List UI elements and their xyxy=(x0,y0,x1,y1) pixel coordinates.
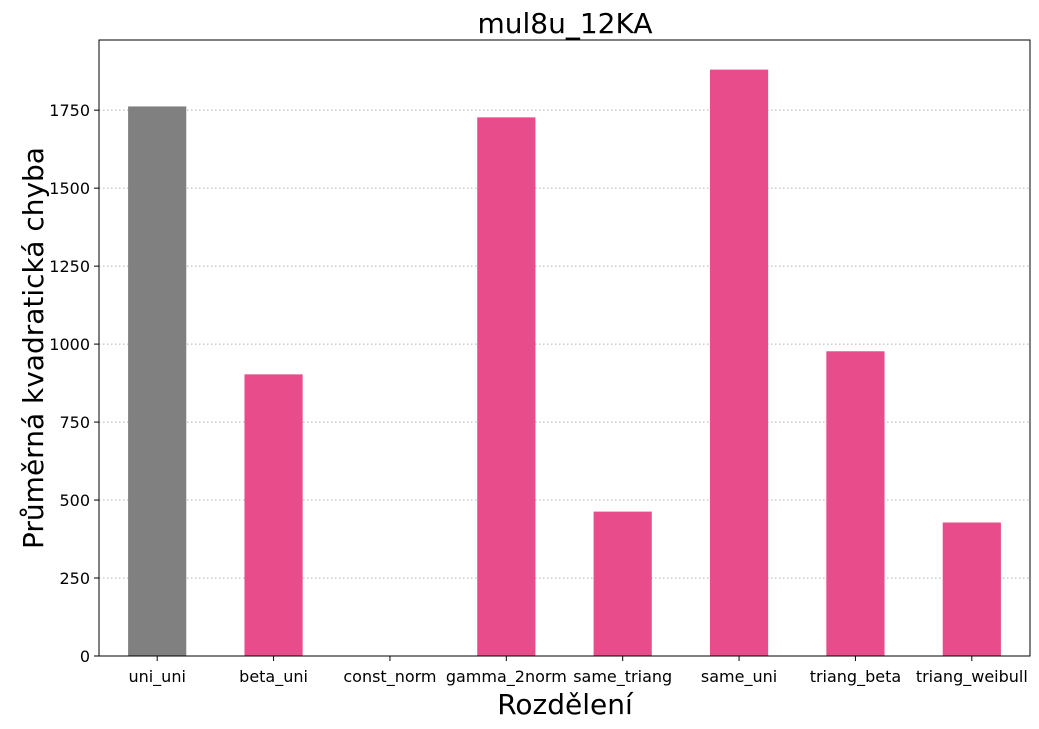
x-ticks: uni_uni beta_uni const_norm gamma_2norm same… xyxy=(128,656,1028,687)
plot-frame xyxy=(98,39,1031,657)
bar-same-triang xyxy=(593,511,652,656)
x-tick-label: beta_uni xyxy=(239,667,308,687)
x-tick-label: same_triang xyxy=(573,667,672,687)
x-tick-label: uni_uni xyxy=(128,667,185,687)
x-axis-label: Rozdělení xyxy=(497,688,634,721)
bar-triang-weibull xyxy=(942,522,1001,656)
y-tick-label: 1000 xyxy=(49,335,90,354)
x-tick-label: gamma_2norm xyxy=(446,667,567,687)
bar-same-uni xyxy=(709,69,769,657)
bar-triang-beta xyxy=(826,351,885,656)
y-tick-label: 250 xyxy=(59,569,90,588)
bar-gamma-2norm xyxy=(477,117,536,656)
x-tick-label: same_uni xyxy=(701,667,777,687)
x-tick-label: triang_beta xyxy=(810,667,901,687)
bars xyxy=(128,69,1001,657)
y-ticks: 0 250 500 750 1000 1250 1500 1750 xyxy=(49,101,99,666)
y-tick-label: 1250 xyxy=(49,257,90,276)
x-tick-label: const_norm xyxy=(343,667,436,687)
y-tick-label: 1750 xyxy=(49,101,90,120)
y-tick-label: 750 xyxy=(59,413,90,432)
y-tick-label: 500 xyxy=(59,491,90,510)
bar-uni-uni xyxy=(128,106,187,656)
chart-title: mul8u_12KA xyxy=(477,7,652,40)
bar-beta-uni xyxy=(244,374,303,656)
y-tick-label: 1500 xyxy=(49,179,90,198)
y-tick-label: 0 xyxy=(80,647,90,666)
y-axis-label: Průměrná kvadratická chyba xyxy=(17,147,50,549)
y-gridlines xyxy=(99,109,1030,579)
x-tick-label: triang_weibull xyxy=(916,667,1028,687)
